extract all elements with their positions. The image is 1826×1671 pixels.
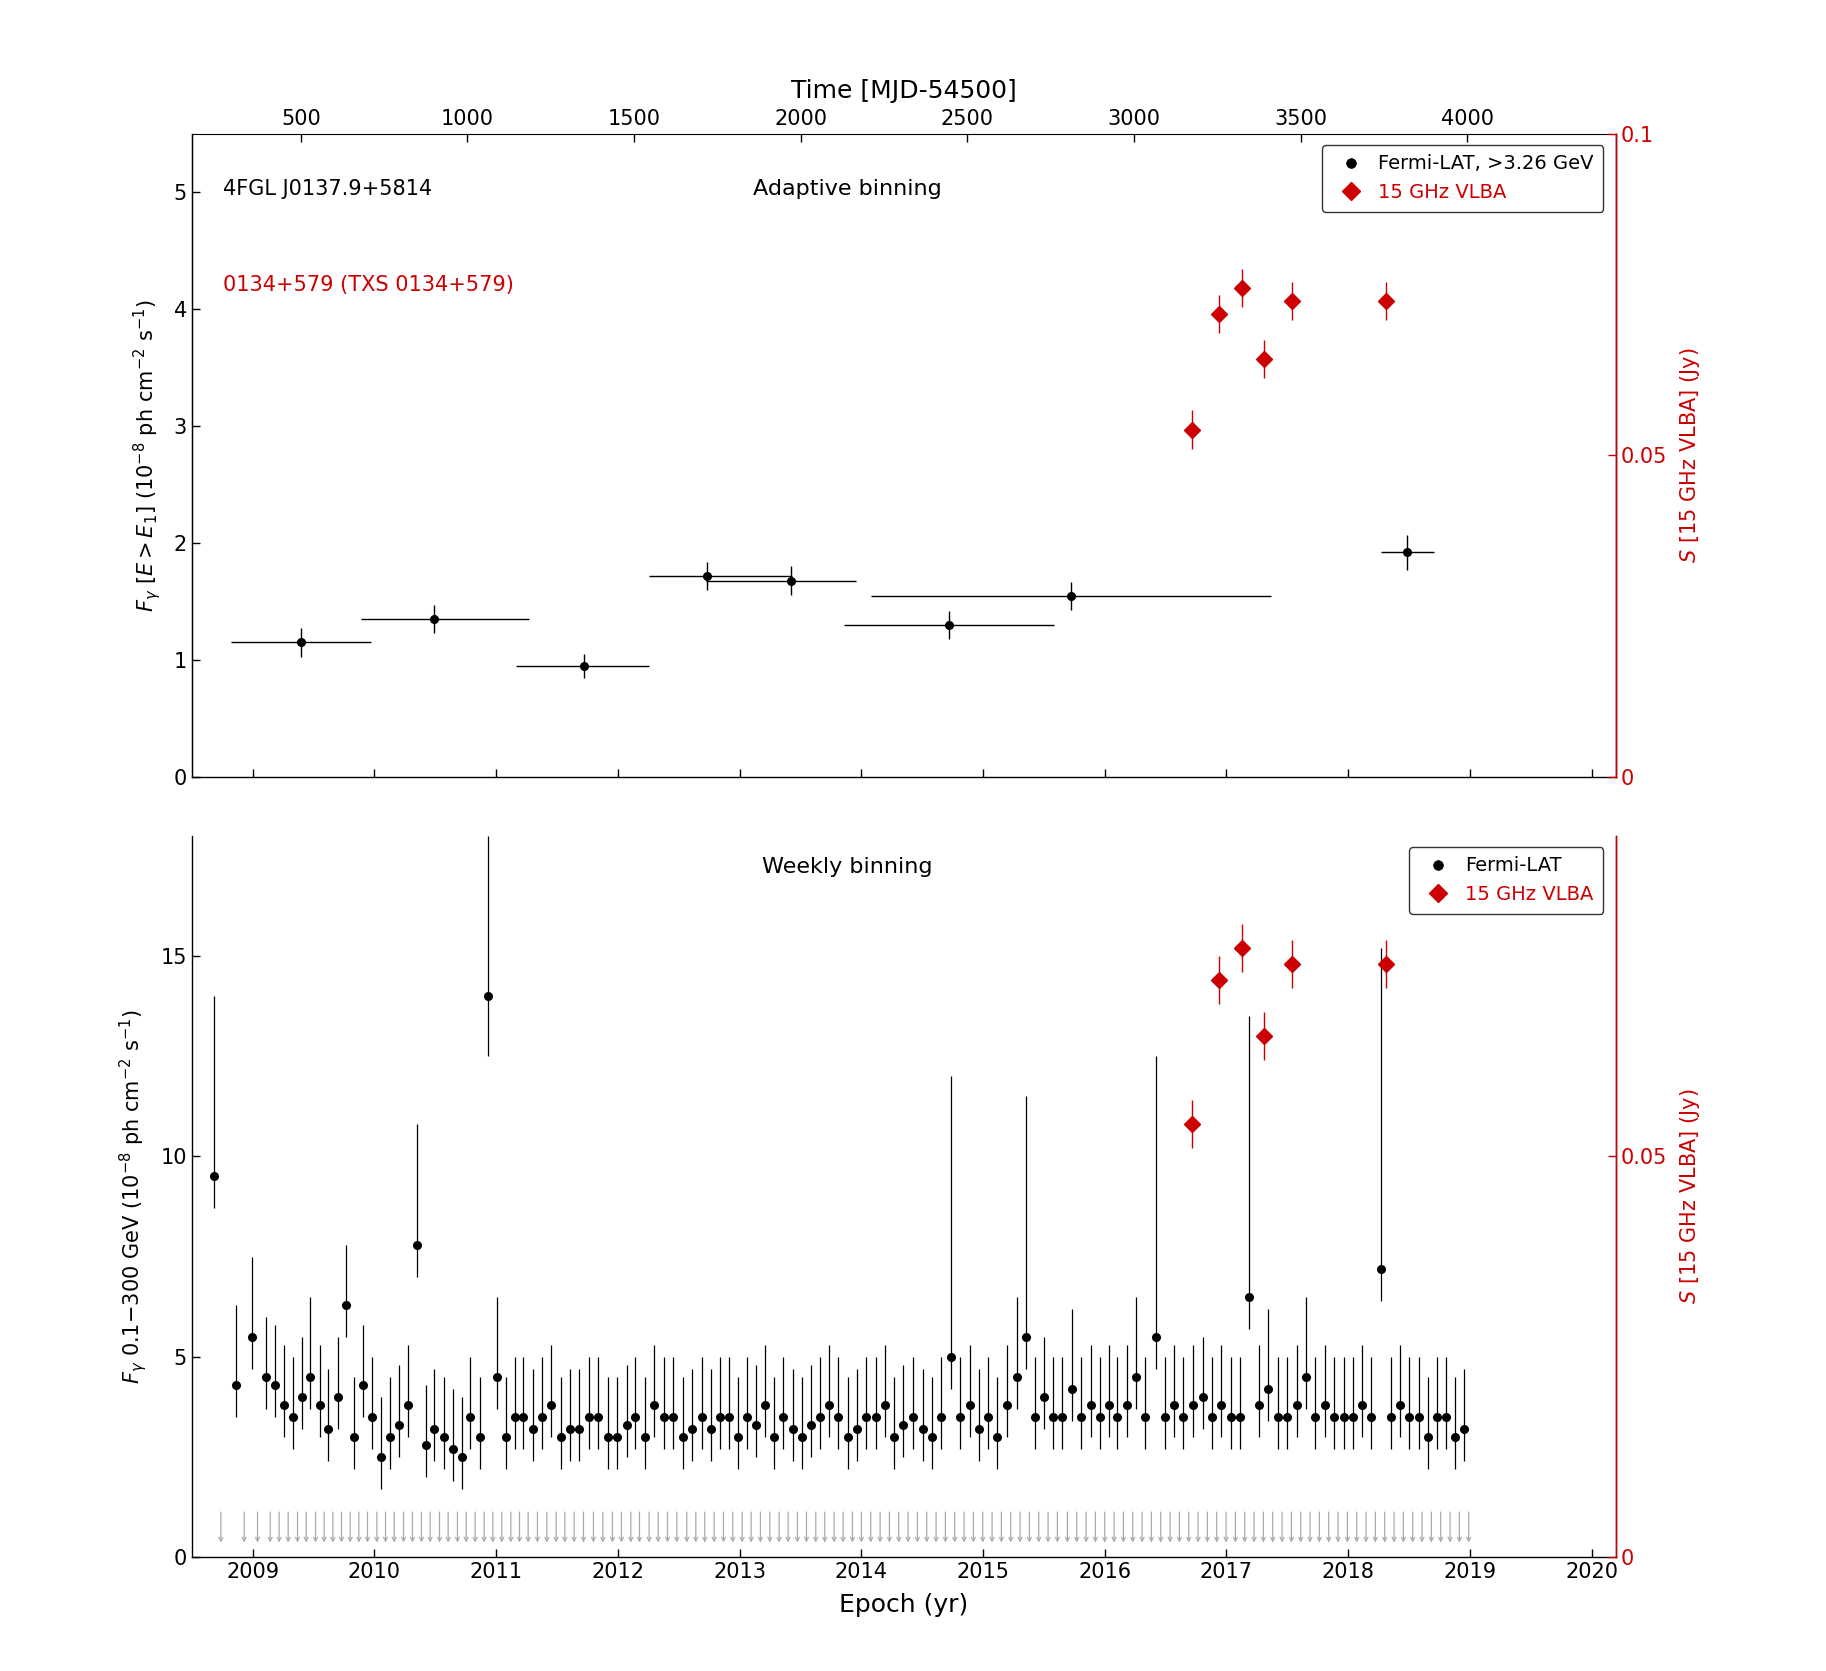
Y-axis label: $S\ [15\ \mathrm{GHz\ VLBA}]\ \mathrm{(Jy)}$: $S\ [15\ \mathrm{GHz\ VLBA}]\ \mathrm{(J… — [1678, 1088, 1702, 1305]
Text: 0134+579 (TXS 0134+579): 0134+579 (TXS 0134+579) — [223, 276, 513, 296]
Y-axis label: $F_{\gamma}\ [E>E_1]\ (10^{-8}\ \mathrm{ph\ cm^{-2}\ s^{-1}})$: $F_{\gamma}\ [E>E_1]\ (10^{-8}\ \mathrm{… — [130, 299, 163, 612]
Y-axis label: $F_{\gamma}\ 0.1\mathrm{-}300\ \mathrm{GeV}\ (10^{-8}\ \mathrm{ph\ cm^{-2}\ s^{-: $F_{\gamma}\ 0.1\mathrm{-}300\ \mathrm{G… — [117, 1009, 150, 1384]
Legend: Fermi-LAT, >3.26 GeV, 15 GHz VLBA: Fermi-LAT, >3.26 GeV, 15 GHz VLBA — [1322, 145, 1603, 212]
X-axis label: Epoch (yr): Epoch (yr) — [840, 1594, 968, 1618]
Text: Adaptive binning: Adaptive binning — [752, 179, 940, 199]
Text: Weekly binning: Weekly binning — [761, 857, 931, 877]
X-axis label: Time [MJD-54500]: Time [MJD-54500] — [791, 79, 1017, 102]
Legend: Fermi-LAT, 15 GHz VLBA: Fermi-LAT, 15 GHz VLBA — [1410, 847, 1603, 914]
Y-axis label: $S\ [15\ \mathrm{GHz\ VLBA}]\ \mathrm{(Jy)}$: $S\ [15\ \mathrm{GHz\ VLBA}]\ \mathrm{(J… — [1678, 348, 1702, 563]
Text: 4FGL J0137.9+5814: 4FGL J0137.9+5814 — [223, 179, 433, 199]
